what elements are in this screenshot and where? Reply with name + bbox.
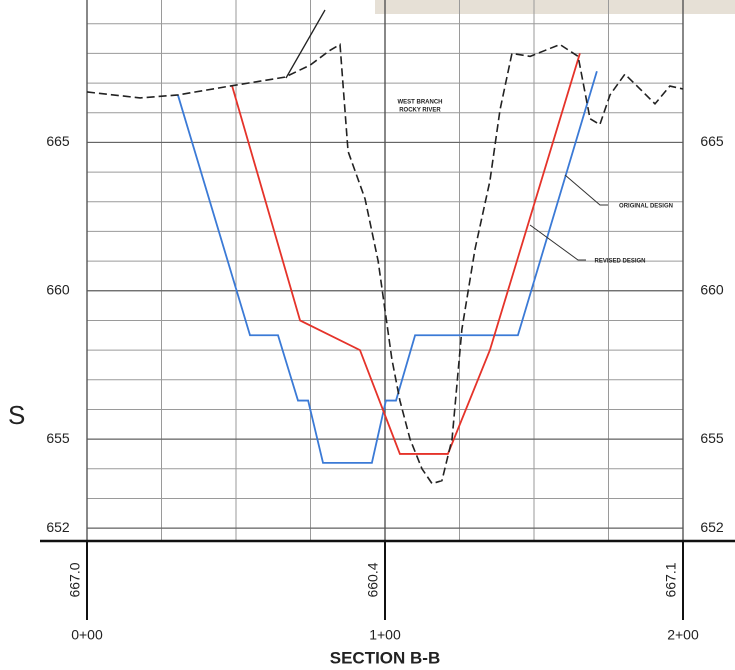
station-elevation: 660.4 (365, 562, 381, 597)
x-tick-label: 2+00 (667, 627, 699, 643)
paper-texture (375, 0, 735, 14)
y-tick-label: 652 (46, 519, 70, 535)
legend-label: ORIGINAL DESIGN (619, 204, 673, 210)
y-tick-label: 665 (700, 133, 724, 149)
y-tick-label: 660 (46, 281, 70, 297)
leader-line (565, 175, 608, 205)
y-tick-label: 655 (46, 430, 70, 446)
annotation: ROCKY RIVER (399, 108, 441, 114)
y-tick-label: 665 (46, 133, 70, 149)
legend-label: REVISED DESIGN (594, 259, 645, 265)
chart: 652 652 655 655 660 660 665 665 0+00 1+00 2+00 ORI… (0, 0, 735, 670)
chart-title: SECTION B-B (330, 648, 441, 667)
x-tick-label: 0+00 (71, 627, 103, 643)
y-tick-label: 655 (700, 430, 724, 446)
y-tick-label: 660 (700, 281, 724, 297)
annotation: S (8, 400, 25, 430)
station-elevation: 667.1 (663, 562, 679, 597)
station-elevation: 667.0 (67, 562, 83, 597)
annotation: WEST BRANCH (398, 100, 443, 106)
x-tick-label: 1+00 (369, 627, 401, 643)
y-tick-label: 652 (700, 519, 724, 535)
leader-line (530, 225, 586, 260)
